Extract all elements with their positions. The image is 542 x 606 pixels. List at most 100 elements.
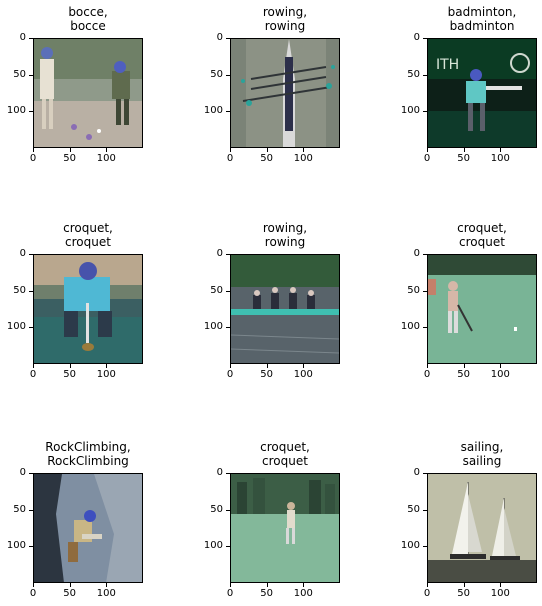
panel-image bbox=[230, 38, 340, 148]
panel-title: croquet, croquet bbox=[260, 440, 310, 468]
y-tick-label: 100 bbox=[6, 540, 26, 552]
x-tick-mark bbox=[33, 364, 34, 368]
x-tick-label: 0 bbox=[226, 369, 234, 380]
x-tick-label: 100 bbox=[293, 588, 313, 599]
y-tick-label: 0 bbox=[19, 248, 26, 259]
panel-title: croquet, croquet bbox=[63, 221, 113, 249]
y-tick-label: 50 bbox=[13, 68, 26, 80]
y-tick-label: 50 bbox=[13, 503, 26, 515]
y-tick-label: 0 bbox=[413, 467, 420, 478]
x-tick-mark bbox=[303, 583, 305, 587]
y-tick-mark bbox=[29, 546, 33, 548]
y-tick-mark bbox=[29, 509, 33, 511]
x-tick-mark bbox=[69, 148, 71, 152]
panel-title: bocce, bocce bbox=[68, 5, 108, 33]
y-tick-mark bbox=[423, 546, 427, 548]
y-tick-label: 100 bbox=[203, 105, 223, 117]
panel-image: ITH bbox=[427, 38, 537, 148]
panel-image bbox=[230, 254, 340, 364]
x-tick-mark bbox=[106, 583, 108, 587]
x-tick-label: 100 bbox=[490, 369, 510, 380]
y-tick-label: 100 bbox=[400, 321, 420, 333]
x-tick-label: 50 bbox=[260, 153, 274, 164]
svg-text:ITH: ITH bbox=[436, 57, 459, 73]
y-tick-label: 100 bbox=[6, 105, 26, 117]
x-tick-mark bbox=[266, 364, 268, 368]
x-tick-mark bbox=[500, 583, 502, 587]
y-tick-mark bbox=[29, 473, 33, 474]
x-tick-label: 50 bbox=[457, 588, 471, 599]
y-tick-label: 100 bbox=[400, 105, 420, 117]
y-tick-mark bbox=[226, 254, 230, 255]
y-tick-mark bbox=[226, 327, 230, 329]
x-tick-label: 100 bbox=[490, 588, 510, 599]
y-tick-mark bbox=[226, 74, 230, 76]
x-tick-mark bbox=[33, 148, 34, 152]
y-tick-label: 50 bbox=[210, 503, 223, 515]
y-tick-label: 0 bbox=[216, 248, 223, 259]
y-tick-mark bbox=[423, 327, 427, 329]
x-tick-label: 0 bbox=[423, 588, 431, 599]
y-tick-mark bbox=[226, 509, 230, 511]
y-tick-mark bbox=[29, 111, 33, 113]
y-tick-mark bbox=[29, 290, 33, 292]
x-tick-mark bbox=[427, 583, 428, 587]
y-tick-mark bbox=[423, 111, 427, 113]
y-tick-label: 50 bbox=[210, 68, 223, 80]
y-tick-label: 100 bbox=[400, 540, 420, 552]
y-tick-label: 0 bbox=[413, 32, 420, 43]
x-tick-label: 100 bbox=[96, 588, 116, 599]
y-tick-mark bbox=[29, 254, 33, 255]
panel-image bbox=[33, 38, 143, 148]
y-tick-mark bbox=[226, 111, 230, 113]
y-tick-label: 0 bbox=[19, 467, 26, 478]
x-tick-label: 0 bbox=[29, 369, 37, 380]
x-tick-label: 50 bbox=[63, 369, 77, 380]
x-tick-mark bbox=[69, 583, 71, 587]
x-tick-label: 100 bbox=[293, 369, 313, 380]
x-tick-mark bbox=[303, 364, 305, 368]
panel-title: sailing, sailing bbox=[460, 440, 504, 468]
y-tick-mark bbox=[423, 473, 427, 474]
panel-title: badminton, badminton bbox=[447, 5, 517, 33]
y-tick-mark bbox=[29, 38, 33, 39]
y-tick-label: 100 bbox=[203, 540, 223, 552]
y-tick-mark bbox=[226, 38, 230, 39]
x-tick-label: 0 bbox=[29, 153, 37, 164]
x-tick-label: 50 bbox=[457, 153, 471, 164]
x-tick-mark bbox=[463, 364, 465, 368]
y-tick-label: 0 bbox=[413, 248, 420, 259]
panel-title: croquet, croquet bbox=[457, 221, 507, 249]
x-tick-label: 50 bbox=[457, 369, 471, 380]
y-tick-mark bbox=[226, 546, 230, 548]
x-tick-mark bbox=[69, 364, 71, 368]
y-tick-mark bbox=[226, 473, 230, 474]
x-tick-label: 0 bbox=[423, 153, 431, 164]
x-tick-label: 0 bbox=[226, 153, 234, 164]
x-tick-label: 0 bbox=[29, 588, 37, 599]
x-tick-mark bbox=[303, 148, 305, 152]
y-tick-label: 50 bbox=[407, 68, 420, 80]
x-tick-mark bbox=[33, 583, 34, 587]
x-tick-mark bbox=[230, 583, 231, 587]
x-tick-label: 50 bbox=[260, 369, 274, 380]
y-tick-label: 50 bbox=[407, 284, 420, 296]
y-tick-mark bbox=[423, 290, 427, 292]
y-tick-mark bbox=[423, 509, 427, 511]
x-tick-mark bbox=[500, 148, 502, 152]
x-tick-mark bbox=[427, 148, 428, 152]
y-tick-mark bbox=[226, 290, 230, 292]
y-tick-label: 0 bbox=[216, 32, 223, 43]
x-tick-mark bbox=[463, 148, 465, 152]
x-tick-label: 100 bbox=[293, 153, 313, 164]
y-tick-mark bbox=[423, 38, 427, 39]
y-tick-label: 0 bbox=[19, 32, 26, 43]
y-tick-mark bbox=[29, 327, 33, 329]
x-tick-mark bbox=[427, 364, 428, 368]
y-tick-mark bbox=[423, 254, 427, 255]
y-tick-label: 50 bbox=[407, 503, 420, 515]
y-tick-label: 50 bbox=[210, 284, 223, 296]
x-tick-mark bbox=[500, 364, 502, 368]
panel-image bbox=[427, 473, 537, 583]
x-tick-label: 50 bbox=[63, 588, 77, 599]
